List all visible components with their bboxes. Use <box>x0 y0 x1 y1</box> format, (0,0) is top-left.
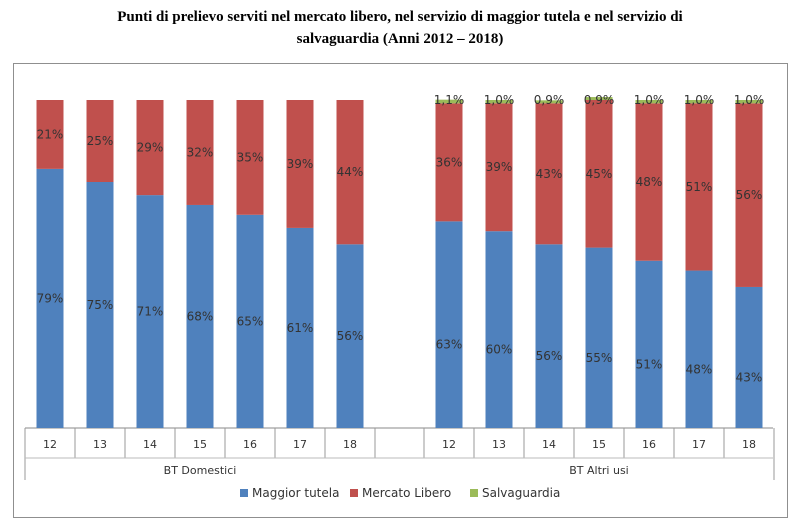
bar-mercato-libero <box>36 100 64 169</box>
bar-salvaguardia <box>435 99 463 104</box>
data-label-maggior-tutela: 55% <box>586 351 613 365</box>
bar-mercato-libero <box>236 100 264 215</box>
x-tick-label: 15 <box>193 438 207 451</box>
bar-maggior-tutela <box>286 227 314 428</box>
data-label-salvaguardia: 1,0% <box>634 93 665 107</box>
x-group-label: BT Domestici <box>164 464 237 477</box>
data-label-mercato-libero: 29% <box>137 141 164 155</box>
bar-maggior-tutela <box>735 286 763 428</box>
bar-maggior-tutela <box>36 168 64 428</box>
data-label-maggior-tutela: 68% <box>187 309 214 323</box>
data-label-salvaguardia: 0,9% <box>584 93 615 107</box>
bar-mercato-libero <box>635 103 663 261</box>
bar-maggior-tutela <box>685 270 713 428</box>
bar-mercato-libero <box>685 103 713 271</box>
bar-mercato-libero <box>186 100 214 205</box>
legend-swatch <box>470 489 478 497</box>
data-label-mercato-libero: 25% <box>87 134 114 148</box>
data-label-maggior-tutela: 48% <box>686 362 713 376</box>
data-label-salvaguardia: 0,9% <box>534 93 565 107</box>
data-label-mercato-libero: 21% <box>37 127 64 141</box>
data-label-mercato-libero: 39% <box>486 160 513 174</box>
x-tick-label: 13 <box>492 438 506 451</box>
bar-maggior-tutela <box>236 214 264 428</box>
chart-title-line-2: salvaguardia (Anni 2012 – 2018) <box>296 31 504 47</box>
x-tick-label: 18 <box>343 438 357 451</box>
bar-maggior-tutela <box>336 244 364 428</box>
x-tick-label: 18 <box>742 438 756 451</box>
data-label-maggior-tutela: 75% <box>87 298 114 312</box>
x-tick-label: 13 <box>93 438 107 451</box>
data-label-mercato-libero: 36% <box>436 155 463 169</box>
bar-maggior-tutela <box>485 231 513 428</box>
x-tick-label: 16 <box>642 438 656 451</box>
x-tick-label: 12 <box>43 438 57 451</box>
bar-mercato-libero <box>136 100 164 196</box>
legend-swatch <box>350 489 358 497</box>
bar-salvaguardia <box>735 100 763 104</box>
data-label-mercato-libero: 39% <box>287 157 314 171</box>
data-label-mercato-libero: 51% <box>686 180 713 194</box>
data-label-maggior-tutela: 63% <box>436 338 463 352</box>
data-label-mercato-libero: 35% <box>237 150 264 164</box>
data-label-salvaguardia: 1,0% <box>484 93 515 107</box>
bar-mercato-libero <box>435 103 463 222</box>
data-label-mercato-libero: 44% <box>337 165 364 179</box>
bar-mercato-libero <box>485 103 513 232</box>
data-label-salvaguardia: 1,1% <box>434 93 465 107</box>
x-group-label: BT Altri usi <box>569 464 629 477</box>
data-label-maggior-tutela: 60% <box>486 343 513 357</box>
bar-salvaguardia <box>535 100 563 104</box>
x-tick-label: 15 <box>592 438 606 451</box>
legend-label: Salvaguardia <box>482 486 560 500</box>
legend-label: Mercato Libero <box>362 486 451 500</box>
chart-title: Punti di prelievo serviti nel mercato li… <box>0 6 800 50</box>
legend-label: Maggior tutela <box>252 486 339 500</box>
bar-salvaguardia <box>485 100 513 104</box>
data-label-maggior-tutela: 79% <box>37 291 64 305</box>
data-label-mercato-libero: 48% <box>636 175 663 189</box>
data-label-maggior-tutela: 43% <box>736 370 763 384</box>
bar-salvaguardia <box>585 97 613 100</box>
bar-salvaguardia <box>635 100 663 104</box>
data-label-salvaguardia: 1,0% <box>684 93 715 107</box>
x-tick-label: 14 <box>542 438 556 451</box>
bar-mercato-libero <box>535 103 563 245</box>
bar-maggior-tutela <box>585 247 613 428</box>
x-tick-label: 16 <box>243 438 257 451</box>
bar-maggior-tutela <box>136 195 164 428</box>
bar-maggior-tutela <box>86 182 114 428</box>
bar-salvaguardia <box>685 100 713 104</box>
data-label-maggior-tutela: 65% <box>237 314 264 328</box>
data-label-mercato-libero: 43% <box>536 167 563 181</box>
bar-maggior-tutela <box>535 244 563 428</box>
bar-mercato-libero <box>286 100 314 228</box>
x-tick-label: 14 <box>143 438 157 451</box>
data-label-maggior-tutela: 71% <box>137 305 164 319</box>
bar-mercato-libero <box>86 100 114 182</box>
legend-swatch <box>240 489 248 497</box>
data-label-salvaguardia: 1,0% <box>734 93 765 107</box>
data-label-maggior-tutela: 56% <box>536 349 563 363</box>
bar-maggior-tutela <box>435 221 463 428</box>
data-label-maggior-tutela: 56% <box>337 329 364 343</box>
data-label-maggior-tutela: 61% <box>287 321 314 335</box>
data-label-mercato-libero: 45% <box>586 167 613 181</box>
x-tick-label: 17 <box>692 438 706 451</box>
bar-maggior-tutela <box>635 260 663 428</box>
bar-maggior-tutela <box>186 204 214 428</box>
chart-title-line-1: Punti di prelievo serviti nel mercato li… <box>117 9 683 25</box>
x-tick-label: 12 <box>442 438 456 451</box>
bar-mercato-libero <box>585 100 613 248</box>
data-label-maggior-tutela: 51% <box>636 357 663 371</box>
data-label-mercato-libero: 32% <box>187 145 214 159</box>
bar-mercato-libero <box>735 103 763 287</box>
bar-mercato-libero <box>336 100 364 245</box>
x-tick-label: 17 <box>293 438 307 451</box>
data-label-mercato-libero: 56% <box>736 188 763 202</box>
